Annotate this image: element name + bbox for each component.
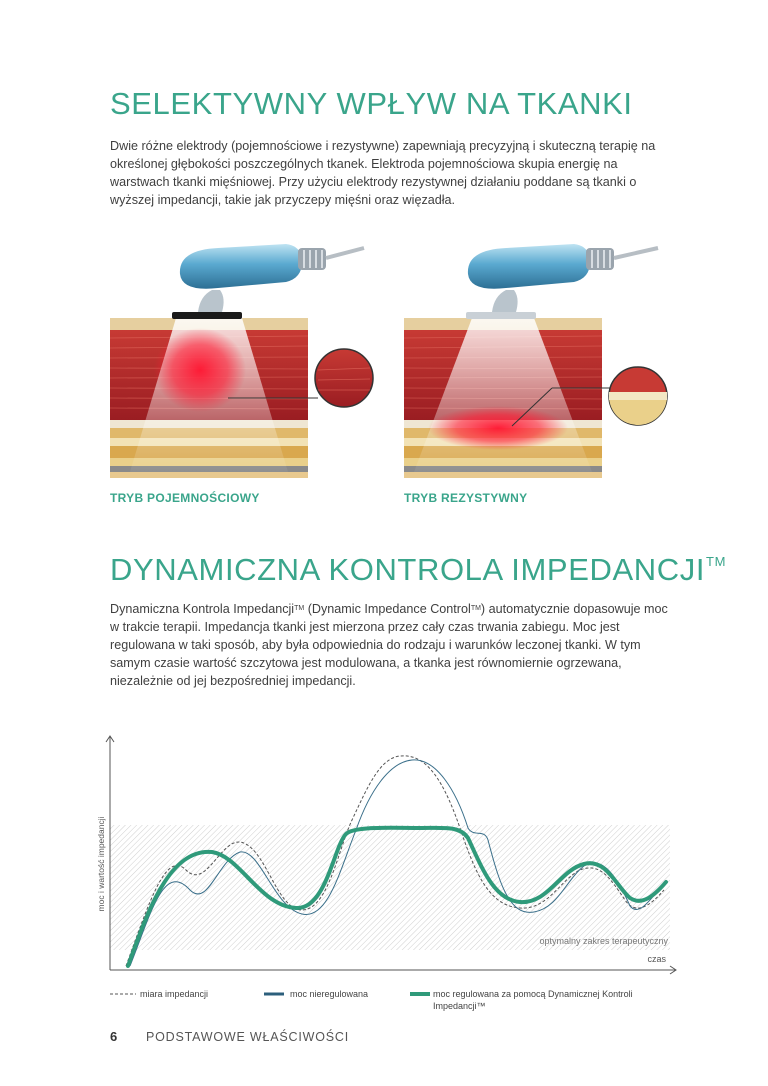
resistive-mode-illustration xyxy=(403,244,668,478)
caption-capacitive-mode: TRYB POJEMNOŚCIOWY xyxy=(110,491,260,505)
section-title-selective: SELEKTYWNY WPŁYW NA TKANKI xyxy=(110,86,633,121)
section-paragraph-selective: Dwie różne elektrody (pojemnościowe i re… xyxy=(110,139,656,207)
y-axis-label: moc i wartość impedancji xyxy=(96,816,106,911)
legend-swatch-unregulated xyxy=(264,992,284,996)
therapeutic-range-band xyxy=(110,825,670,950)
capacitive-mode-illustration xyxy=(109,244,374,478)
impedance-chart: optymalny zakres terapeutyczny czas moc … xyxy=(96,735,677,975)
series-unregulated xyxy=(129,759,665,967)
footer-section-name: PODSTAWOWE WŁAŚCIWOŚCI xyxy=(146,1030,350,1044)
x-axis-label: czas xyxy=(647,954,666,964)
legend-impedance: miara impedancji xyxy=(140,989,209,999)
legend-unregulated: moc nieregulowana xyxy=(290,989,369,999)
legend-swatch-regulated xyxy=(410,992,430,996)
legend-regulated: moc regulowana za pomocą Dynamicznej Kon… xyxy=(433,989,633,1011)
section-paragraph-dynamic-impedance: Dynamiczna Kontrola ImpedancjiTM (Dynami… xyxy=(110,602,668,688)
legend-swatch-impedance xyxy=(110,993,136,995)
band-label: optymalny zakres terapeutyczny xyxy=(539,936,668,946)
section-title-dynamic-impedance: DYNAMICZNA KONTROLA IMPEDANCJITM xyxy=(110,552,727,587)
series-regulated xyxy=(126,825,668,968)
caption-resistive-mode: TRYB REZYSTYWNY xyxy=(404,491,528,505)
page-number: 6 xyxy=(110,1029,118,1044)
